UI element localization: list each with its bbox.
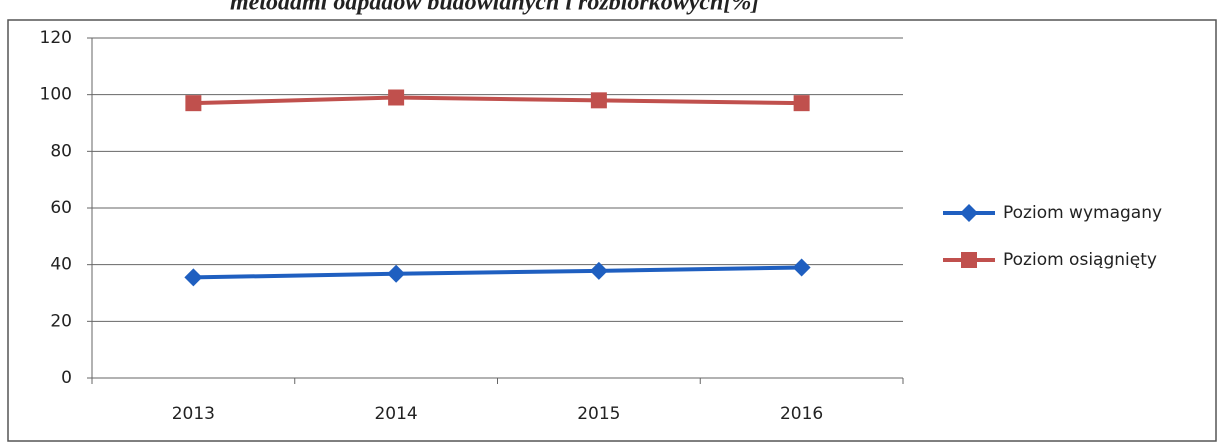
series-line <box>193 95 802 106</box>
marker <box>184 268 203 287</box>
y-tick-label: 80 <box>50 141 72 161</box>
chart-title: metodami odpadów budowlanych i rozbiórko… <box>230 0 759 16</box>
marker <box>387 264 406 283</box>
y-tick-label: 40 <box>50 255 72 275</box>
legend-label: Poziom wymagany <box>1003 203 1162 223</box>
x-tick-label: 2014 <box>374 404 417 424</box>
y-tick-label: 120 <box>40 28 72 48</box>
legend-marker <box>960 204 978 222</box>
y-tick-label: 100 <box>40 85 72 105</box>
x-tick-label: 2016 <box>780 404 823 424</box>
y-tick-label: 0 <box>61 368 72 388</box>
marker <box>792 258 811 277</box>
marker <box>589 261 608 280</box>
x-tick-label: 2015 <box>577 404 620 424</box>
y-tick-label: 20 <box>50 311 72 331</box>
marker <box>388 89 405 106</box>
series-line <box>193 265 802 280</box>
x-tick-label: 2013 <box>172 404 215 424</box>
marker <box>590 92 607 109</box>
chart-border <box>7 19 1217 442</box>
marker <box>793 95 810 112</box>
marker <box>185 95 202 112</box>
legend-label: Poziom osiągnięty <box>1003 250 1157 270</box>
legend-marker <box>961 252 977 268</box>
y-tick-label: 60 <box>50 198 72 218</box>
